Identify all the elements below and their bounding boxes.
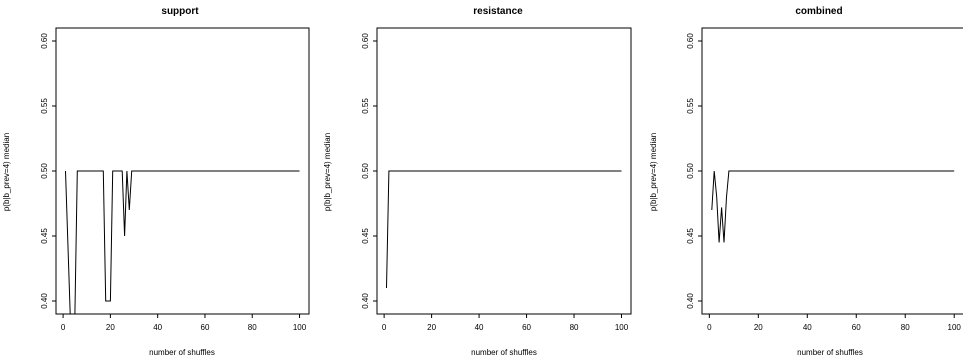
x-tick-label: 40 xyxy=(475,323,484,332)
y-tick-label: 0.50 xyxy=(40,163,49,179)
x-tick-label: 40 xyxy=(153,323,162,332)
series-line xyxy=(711,170,955,243)
y-tick-label: 0.55 xyxy=(686,98,695,114)
y-tick-label: 0.55 xyxy=(361,98,370,114)
chart-title: combined xyxy=(795,6,842,17)
series-line xyxy=(65,170,300,315)
x-tick-label: 60 xyxy=(201,323,210,332)
y-tick-label: 0.40 xyxy=(40,293,49,309)
x-tick-label: 80 xyxy=(901,323,910,332)
chart-title: support xyxy=(161,6,199,17)
panel-resistance: resistance 0 20 40 60 80 1000.400.450.500.550… xyxy=(323,6,632,357)
x-tick-label: 20 xyxy=(427,323,436,332)
x-tick-label: 0 xyxy=(61,323,66,332)
x-tick-label: 100 xyxy=(293,323,307,332)
x-axis-label: number of shuffles xyxy=(797,348,863,357)
panel-combined: combined 0 20 40 60 80 100 0.40 0.45 0.50 0.55 0.6… xyxy=(649,6,963,357)
x-tick-label: 0 xyxy=(382,323,387,332)
x-axis-label: number of shuffles xyxy=(149,348,215,357)
y-tick-label: 0.50 xyxy=(686,163,695,179)
tick-group: 0 20 40 60 80 100 0.40 0.45 0.50 0.55 0.60 xyxy=(361,33,629,332)
y-axis-label: p(b|b_prev=4) median xyxy=(649,133,658,211)
x-tick-label: 0 xyxy=(707,323,712,332)
y-tick-label: 0.45 xyxy=(361,228,370,244)
y-tick-label: 0.40 xyxy=(686,293,695,309)
x-tick-label: 40 xyxy=(803,323,812,332)
x-tick-label: 20 xyxy=(106,323,115,332)
y-tick-label: 0.45 xyxy=(686,228,695,244)
y-tick-label: 0.60 xyxy=(40,33,49,49)
x-axis-label: number of shuffles xyxy=(471,348,537,357)
x-tick-label: 80 xyxy=(248,323,257,332)
y-axis-label: p(b|b_prev=4) median xyxy=(323,133,332,211)
x-tick-label: 60 xyxy=(522,323,531,332)
y-tick-label: 0.55 xyxy=(40,98,49,114)
x-tick-label: 80 xyxy=(570,323,579,332)
chart-title: resistance xyxy=(473,6,523,17)
y-tick-label: 0.60 xyxy=(361,33,370,49)
x-tick-label: 60 xyxy=(852,323,861,332)
panel-support: support 0 20 40 60 80 100 0.40 0.45 0.50 0.55 0.60… xyxy=(2,6,310,357)
x-tick-label: 100 xyxy=(948,323,962,332)
series-line xyxy=(386,170,622,289)
y-tick-label: 0.45 xyxy=(40,228,49,244)
tick-group: 0 20 40 60 80 100 0.40 0.45 0.50 0.55 0.60 xyxy=(40,33,307,332)
tick-group: 0 20 40 60 80 100 0.40 0.45 0.50 0.55 0.60 xyxy=(686,33,961,332)
y-tick-label: 0.40 xyxy=(361,293,370,309)
x-tick-label: 20 xyxy=(754,323,763,332)
x-tick-label: 100 xyxy=(615,323,629,332)
y-tick-label: 0.50 xyxy=(361,163,370,179)
y-tick-label: 0.60 xyxy=(686,33,695,49)
y-axis-label: p(b|b_prev=4) median xyxy=(2,133,11,211)
